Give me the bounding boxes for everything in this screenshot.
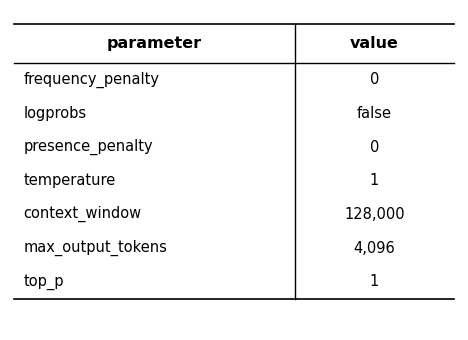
Text: parameter: parameter xyxy=(107,36,202,51)
Text: 128,000: 128,000 xyxy=(344,207,405,222)
Text: 4,096: 4,096 xyxy=(353,240,395,256)
Text: false: false xyxy=(357,106,392,121)
Text: 0: 0 xyxy=(370,72,379,87)
Text: context_window: context_window xyxy=(23,206,141,222)
Text: temperature: temperature xyxy=(23,173,116,188)
Text: logprobs: logprobs xyxy=(23,106,87,121)
Text: top_p: top_p xyxy=(23,274,64,290)
Text: 0: 0 xyxy=(370,139,379,155)
Text: 1: 1 xyxy=(370,173,379,188)
Text: presence_penalty: presence_penalty xyxy=(23,139,153,155)
Text: 1: 1 xyxy=(370,274,379,289)
Text: max_output_tokens: max_output_tokens xyxy=(23,240,167,256)
Text: value: value xyxy=(350,36,399,51)
Text: frequency_penalty: frequency_penalty xyxy=(23,72,160,88)
